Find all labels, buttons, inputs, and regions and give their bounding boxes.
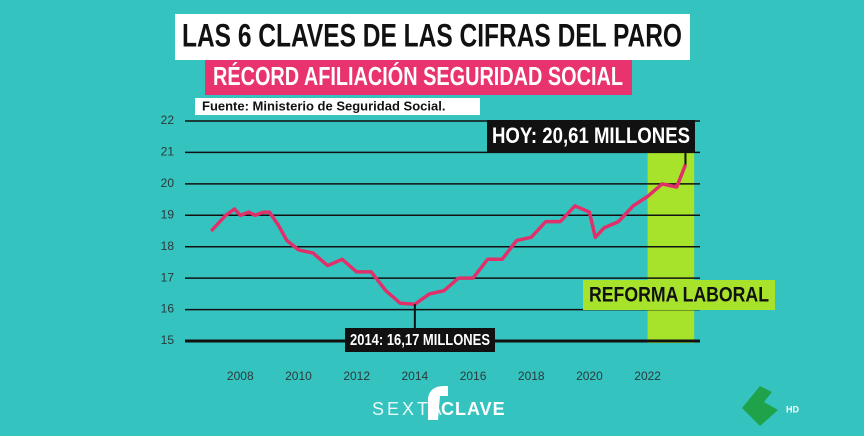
y-tick-label: 19: [161, 207, 175, 221]
chart-subtitle: RÉCORD AFILIACIÓN SEGURIDAD SOCIAL: [213, 61, 623, 91]
y-tick-label: 17: [161, 270, 175, 284]
reform-label: REFORMA LABORAL: [589, 284, 769, 307]
x-tick-label: 2020: [576, 369, 603, 383]
annotation-box: [487, 120, 695, 152]
x-tick-label: 2012: [343, 369, 370, 383]
brand-sexta: SEXTA: [372, 399, 445, 419]
brand-clave: CLAVE: [441, 399, 506, 419]
y-tick-label: 16: [161, 302, 175, 316]
chart-title: LAS 6 CLAVES DE LAS CIFRAS DEL PARO: [182, 17, 682, 53]
annotation-text: HOY: 20,61 MILLONES: [492, 123, 690, 148]
x-tick-label: 2016: [460, 369, 487, 383]
reform-label-box: [583, 280, 775, 310]
x-tick-label: 2014: [402, 369, 429, 383]
brand-icon: [428, 386, 448, 420]
x-tick-label: 2010: [285, 369, 312, 383]
y-tick-label: 15: [161, 333, 175, 347]
source-box: [195, 98, 480, 115]
x-tick-label: 2008: [227, 369, 254, 383]
y-tick-label: 20: [161, 176, 175, 190]
plot: 15 16 17 18 19 20 21 22 2008 2010 2012 2014 2016 2018…: [161, 113, 775, 383]
x-tick-label: 2018: [518, 369, 545, 383]
x-tick-label: 2022: [634, 369, 661, 383]
y-tick-label: 21: [161, 145, 175, 159]
y-tick-label: 18: [161, 239, 175, 253]
hd-label: HD: [786, 404, 799, 414]
y-tick-label: 22: [161, 113, 175, 127]
annotation-box: [345, 328, 495, 352]
data-line: [209, 164, 688, 306]
source: Fuente: Ministerio de Seguridad Social.: [202, 98, 445, 113]
subtitle-box: [205, 60, 632, 95]
channel-logo: [742, 386, 778, 426]
title-box: [175, 14, 690, 60]
annotation-text: 2014: 16,17 MILLONES: [350, 332, 490, 349]
